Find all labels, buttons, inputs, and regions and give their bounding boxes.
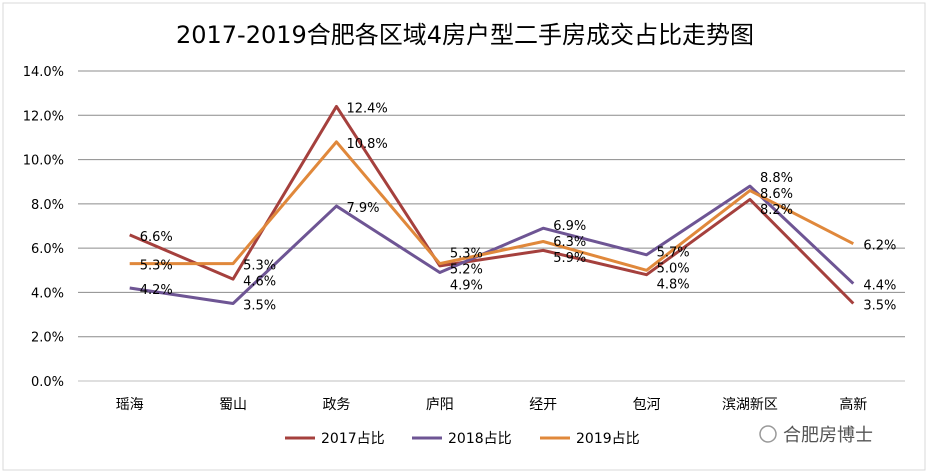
data-label: 6.9% xyxy=(553,219,586,234)
data-label: 4.6% xyxy=(243,274,276,289)
y-tick-label: 6.0% xyxy=(31,242,64,257)
series-line xyxy=(129,140,854,272)
y-tick-label: 8.0% xyxy=(31,198,64,213)
x-tick-label: 经开 xyxy=(529,397,557,413)
x-tick-label: 蜀山 xyxy=(219,397,247,413)
data-label: 5.2% xyxy=(450,262,483,277)
x-tick-label: 庐阳 xyxy=(426,397,454,413)
y-tick-label: 0.0% xyxy=(31,375,64,390)
data-label: 4.9% xyxy=(450,278,483,293)
data-label: 5.3% xyxy=(243,258,276,273)
legend-label: 2017占比 xyxy=(321,431,385,447)
data-label: 8.8% xyxy=(760,171,793,186)
data-label: 10.8% xyxy=(346,137,387,152)
data-label: 6.6% xyxy=(140,230,173,245)
watermark: 合肥房博士 xyxy=(759,425,873,446)
data-label: 4.4% xyxy=(863,279,896,294)
data-label: 5.7% xyxy=(657,246,690,261)
watermark-text: 合肥房博士 xyxy=(783,425,873,446)
data-label: 3.5% xyxy=(243,298,276,313)
y-tick-label: 14.0% xyxy=(23,65,64,80)
x-tick-label: 政务 xyxy=(322,397,350,413)
y-tick-label: 4.0% xyxy=(31,286,64,301)
data-label: 7.9% xyxy=(346,201,379,216)
x-tick-label: 滨湖新区 xyxy=(722,397,778,413)
legend-label: 2019占比 xyxy=(576,431,640,447)
wechat-icon xyxy=(759,425,777,443)
x-tick-label: 高新 xyxy=(839,396,867,413)
legend-label: 2018占比 xyxy=(448,431,512,447)
data-label: 5.3% xyxy=(140,259,173,274)
data-label: 3.5% xyxy=(863,299,896,314)
data-label: 6.2% xyxy=(863,239,896,254)
data-label: 4.2% xyxy=(140,283,173,298)
series-line xyxy=(129,184,855,305)
data-label: 4.8% xyxy=(657,278,690,293)
data-label: 5.0% xyxy=(657,262,690,277)
y-tick-label: 2.0% xyxy=(31,331,64,346)
data-label: 8.6% xyxy=(760,187,793,202)
data-label: 6.3% xyxy=(553,235,586,250)
series-line xyxy=(129,104,855,305)
x-tick-label: 瑶海 xyxy=(116,397,144,413)
data-label: 12.4% xyxy=(346,101,387,116)
data-label: 5.3% xyxy=(450,246,483,261)
chart-title: 2017-2019合肥各区域4房户型二手房成交占比走势图 xyxy=(176,21,754,49)
y-tick-label: 10.0% xyxy=(23,154,64,169)
data-label: 5.9% xyxy=(553,251,586,266)
x-tick-label: 包河 xyxy=(633,397,661,413)
data-label: 8.2% xyxy=(760,203,793,218)
y-tick-label: 12.0% xyxy=(23,109,64,124)
